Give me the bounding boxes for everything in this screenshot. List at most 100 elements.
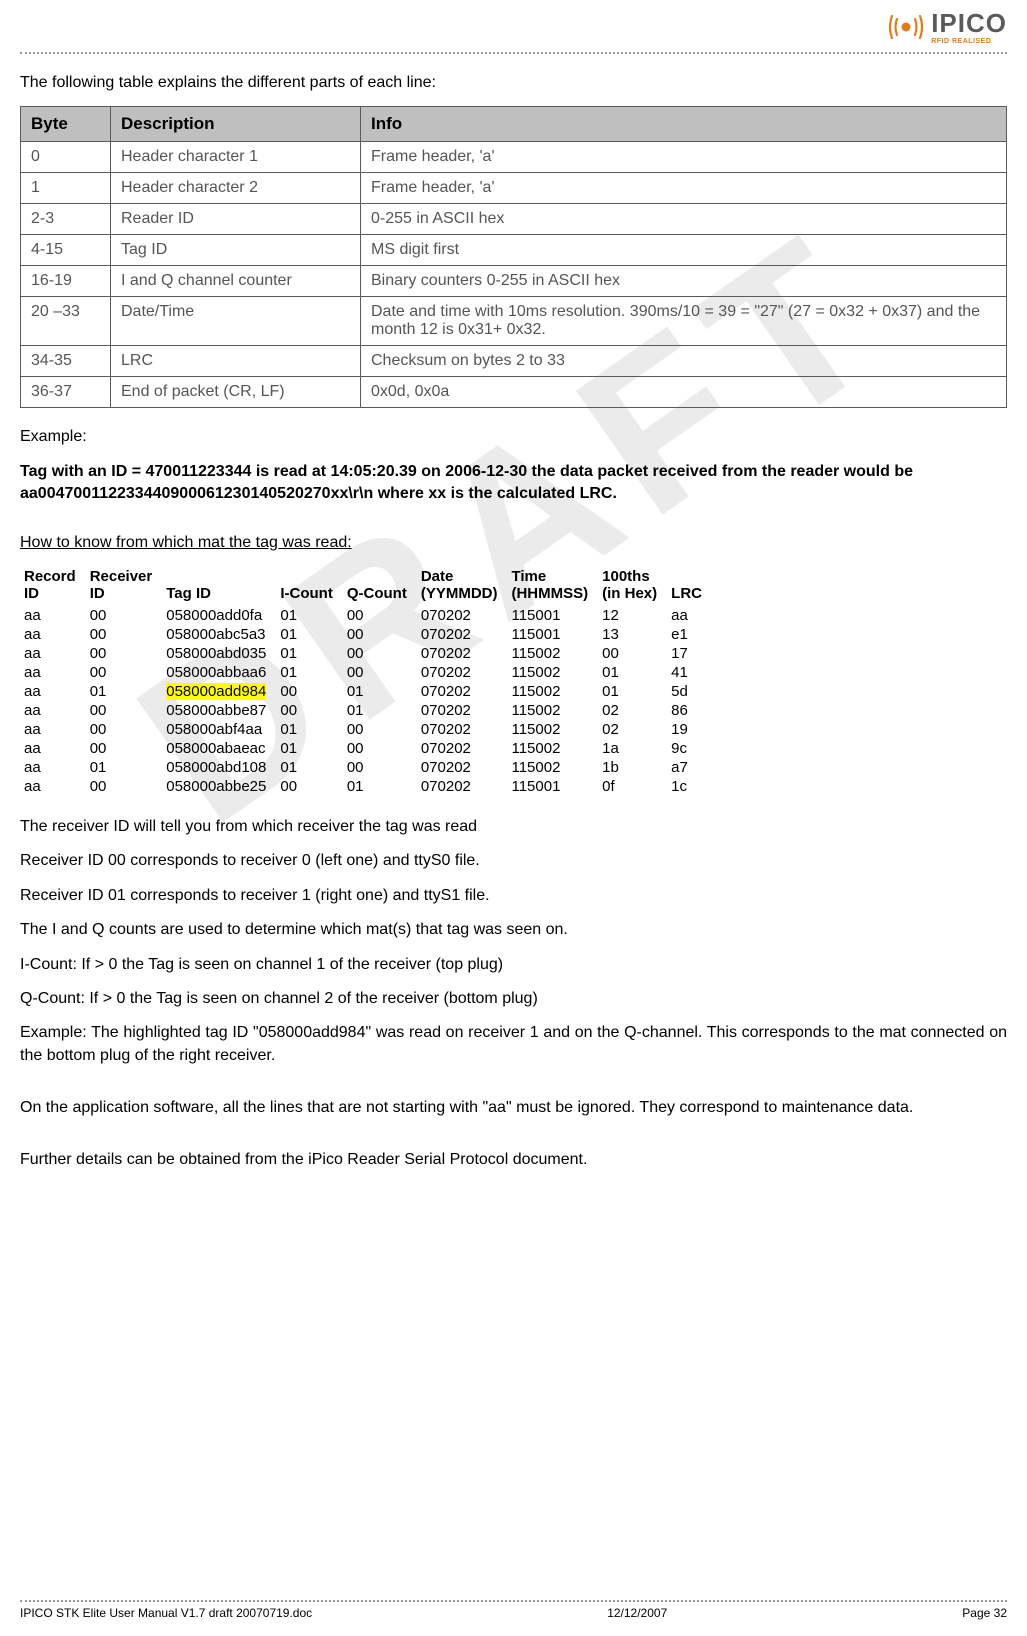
body-paragraph: Receiver ID 01 corresponds to receiver 1… xyxy=(20,885,1007,907)
intro-text: The following table explains the differe… xyxy=(20,72,1007,94)
table-row: aa01058000add9840001070202115002015d xyxy=(20,682,712,701)
table-cell: 01 xyxy=(86,682,163,701)
table-cell: 1a xyxy=(598,739,667,758)
table-cell: aa xyxy=(667,606,712,625)
footer-left: IPICO STK Elite User Manual V1.7 draft 2… xyxy=(20,1606,312,1620)
table-cell: aa xyxy=(20,720,86,739)
table-cell: 01 xyxy=(276,758,342,777)
table-cell: 070202 xyxy=(417,682,508,701)
table-cell: Tag ID xyxy=(111,235,361,266)
table-cell: Binary counters 0-255 in ASCII hex xyxy=(361,266,1007,297)
body-paragraph: The receiver ID will tell you from which… xyxy=(20,816,1007,838)
table-row: 2-3Reader ID0-255 in ASCII hex xyxy=(21,204,1007,235)
body-paragraph: The I and Q counts are used to determine… xyxy=(20,919,1007,941)
table-cell: Frame header, 'a' xyxy=(361,173,1007,204)
data-table-header: I-Count xyxy=(276,566,342,606)
data-table-header: 100ths(in Hex) xyxy=(598,566,667,606)
table-row: 36-37End of packet (CR, LF)0x0d, 0x0a xyxy=(21,377,1007,408)
table-cell: 070202 xyxy=(417,644,508,663)
body-paragraph: Q-Count: If > 0 the Tag is seen on chann… xyxy=(20,988,1007,1010)
table-cell: End of packet (CR, LF) xyxy=(111,377,361,408)
table-cell: 01 xyxy=(343,777,417,796)
table-cell: 01 xyxy=(598,663,667,682)
table-cell: 00 xyxy=(276,777,342,796)
table-cell: 058000abc5a3 xyxy=(162,625,276,644)
table-cell: 00 xyxy=(276,682,342,701)
table-cell: 17 xyxy=(667,644,712,663)
table-cell: 00 xyxy=(343,625,417,644)
table-cell: 20 –33 xyxy=(21,297,111,346)
table-cell: 13 xyxy=(598,625,667,644)
table-cell: 058000add984 xyxy=(162,682,276,701)
table-cell: 01 xyxy=(276,663,342,682)
table-cell: 00 xyxy=(343,606,417,625)
footer-right: Page 32 xyxy=(962,1606,1007,1620)
table-cell: 00 xyxy=(343,663,417,682)
table-cell: 115002 xyxy=(507,720,598,739)
logo-name: IPICO xyxy=(931,10,1007,36)
table-cell: 5d xyxy=(667,682,712,701)
table-cell: a7 xyxy=(667,758,712,777)
table-cell: 115002 xyxy=(507,663,598,682)
body-paragraph: Further details can be obtained from the… xyxy=(20,1149,1007,1171)
table-cell: aa xyxy=(20,758,86,777)
table-cell: aa xyxy=(20,625,86,644)
table-row: aa00058000abd03501000702021150020017 xyxy=(20,644,712,663)
logo-tagline: RFID REALISED xyxy=(931,38,1007,45)
table-cell: 058000abd035 xyxy=(162,644,276,663)
table-cell: 00 xyxy=(86,701,163,720)
table-cell: 00 xyxy=(343,720,417,739)
table-row: aa00058000add0fa010007020211500112aa xyxy=(20,606,712,625)
table-cell: I and Q channel counter xyxy=(111,266,361,297)
table-row: 4-15Tag IDMS digit first xyxy=(21,235,1007,266)
body-paragraph: Receiver ID 00 corresponds to receiver 0… xyxy=(20,850,1007,872)
table-cell: 058000add0fa xyxy=(162,606,276,625)
table-cell: aa xyxy=(20,644,86,663)
table-cell: Date and time with 10ms resolution. 390m… xyxy=(361,297,1007,346)
table-cell: 00 xyxy=(86,663,163,682)
data-table-header: ReceiverID xyxy=(86,566,163,606)
table-cell: 0f xyxy=(598,777,667,796)
table-cell: 2-3 xyxy=(21,204,111,235)
table-cell: 86 xyxy=(667,701,712,720)
table-cell: 058000abbe87 xyxy=(162,701,276,720)
byte-description-table: ByteDescriptionInfo 0Header character 1F… xyxy=(20,106,1007,408)
data-table-header: RecordID xyxy=(20,566,86,606)
table-cell: 115001 xyxy=(507,777,598,796)
table-cell: 070202 xyxy=(417,625,508,644)
table-cell: 9c xyxy=(667,739,712,758)
table-cell: 02 xyxy=(598,720,667,739)
table-cell: 00 xyxy=(86,777,163,796)
table-cell: Reader ID xyxy=(111,204,361,235)
table-cell: 01 xyxy=(276,739,342,758)
body-paragraph: Example: The highlighted tag ID "058000a… xyxy=(20,1022,1007,1067)
table-cell: 115002 xyxy=(507,701,598,720)
table-row: aa01058000abd10801000702021150021ba7 xyxy=(20,758,712,777)
body-paragraph: I-Count: If > 0 the Tag is seen on chann… xyxy=(20,954,1007,976)
table-cell: 00 xyxy=(343,758,417,777)
data-table-header: Q-Count xyxy=(343,566,417,606)
footer-center: 12/12/2007 xyxy=(607,1606,667,1620)
table-cell: Header character 1 xyxy=(111,142,361,173)
section2-title: How to know from which mat the tag was r… xyxy=(20,532,1007,554)
table-cell: 0x0d, 0x0a xyxy=(361,377,1007,408)
table-row: 16-19I and Q channel counterBinary count… xyxy=(21,266,1007,297)
table-cell: 058000abf4aa xyxy=(162,720,276,739)
table-row: 34-35LRCChecksum on bytes 2 to 33 xyxy=(21,346,1007,377)
byte-table-header: Description xyxy=(111,107,361,142)
table-cell: 19 xyxy=(667,720,712,739)
table-cell: 00 xyxy=(343,644,417,663)
table-row: 20 –33Date/TimeDate and time with 10ms r… xyxy=(21,297,1007,346)
table-cell: 01 xyxy=(276,606,342,625)
ipico-logo: IPICO RFID REALISED xyxy=(887,8,1007,46)
table-cell: aa xyxy=(20,777,86,796)
table-cell: 070202 xyxy=(417,739,508,758)
table-cell: aa xyxy=(20,606,86,625)
table-cell: 1 xyxy=(21,173,111,204)
table-row: aa00058000abbe8700010702021150020286 xyxy=(20,701,712,720)
table-cell: 01 xyxy=(276,625,342,644)
table-cell: 00 xyxy=(276,701,342,720)
page-footer: IPICO STK Elite User Manual V1.7 draft 2… xyxy=(20,1600,1007,1620)
data-table-header: Date(YYMMDD) xyxy=(417,566,508,606)
table-cell: 058000abbaa6 xyxy=(162,663,276,682)
